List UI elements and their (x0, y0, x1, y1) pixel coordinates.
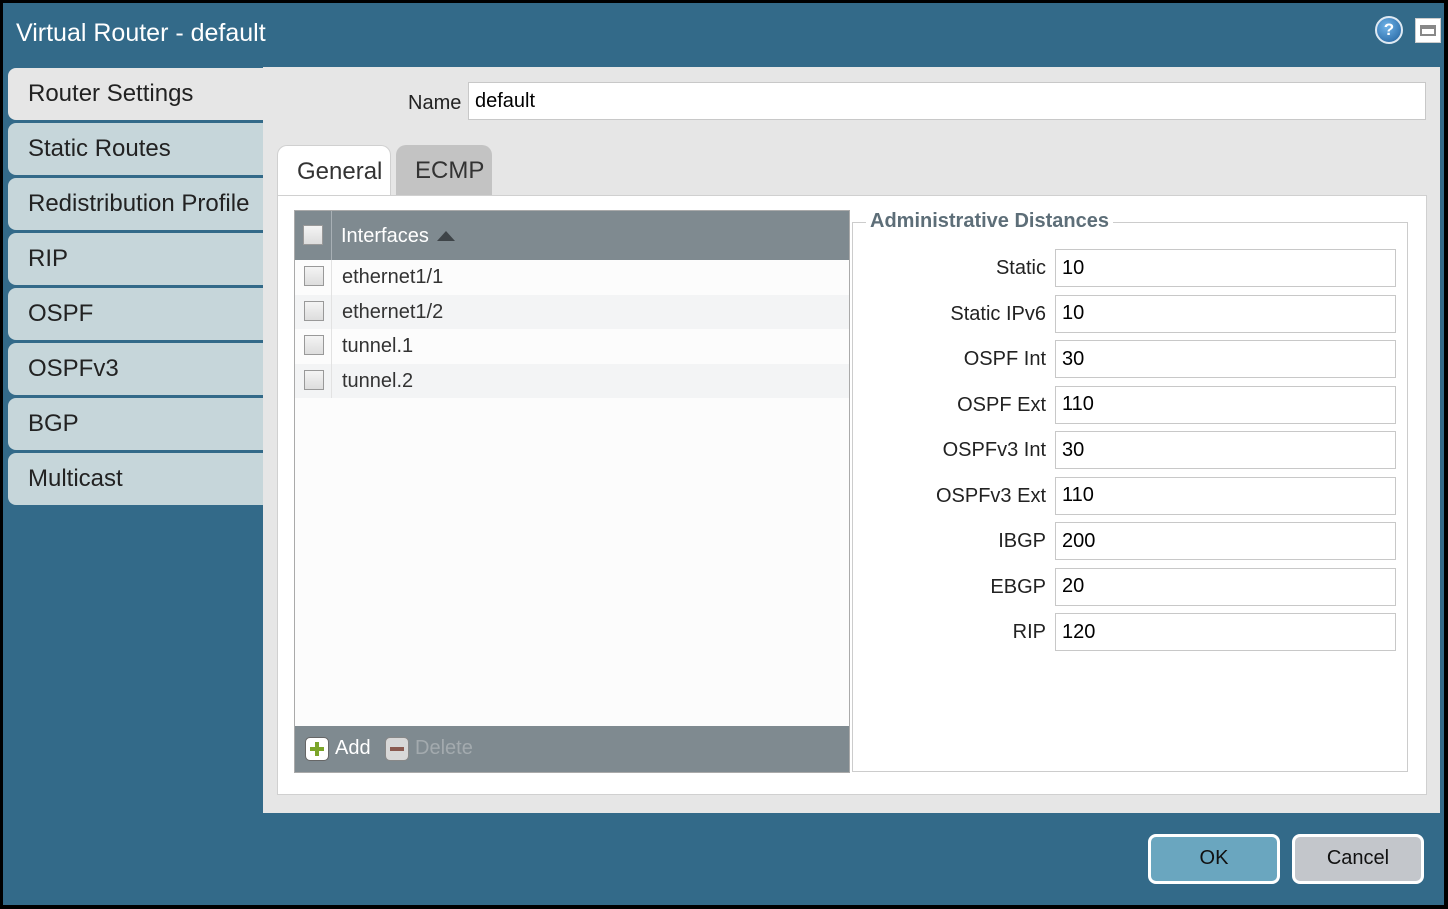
grid-toolbar: Add Delete (295, 726, 849, 772)
select-all-checkbox[interactable] (303, 225, 323, 245)
router-settings-content: Name General ECMP Interfaces ethernet1/1… (263, 67, 1440, 813)
admin-distance-label: OSPFv3 Ext (935, 484, 1046, 507)
table-row[interactable]: tunnel.2 (295, 363, 849, 398)
admin-distance-input-ebgp[interactable] (1055, 567, 1396, 606)
admin-distance-input-ospf-int[interactable] (1055, 340, 1396, 378)
general-panel: Interfaces ethernet1/1 ethernet1/2 tunnel.… (277, 195, 1427, 795)
row-checkbox[interactable] (304, 266, 324, 286)
admin-distance-label: IBGP (998, 530, 1046, 552)
interfaces-header: Interfaces (295, 211, 849, 260)
table-row[interactable]: ethernet1/2 (295, 294, 849, 329)
interface-name: ethernet1/1 (342, 266, 444, 288)
admin-distances-legend: Administrative Distances (866, 210, 1113, 233)
admin-distance-input-static-ipv6[interactable] (1055, 294, 1396, 333)
sidebar-item-multicast[interactable]: Multicast (8, 453, 263, 505)
add-button[interactable]: Add (335, 737, 371, 759)
sidebar-item-ospf[interactable]: OSPF (8, 288, 263, 340)
dialog-title: Virtual Router - default (16, 19, 266, 47)
admin-distance-label: RIP (1012, 621, 1046, 643)
interface-name: tunnel.2 (342, 369, 414, 392)
table-row[interactable]: tunnel.1 (295, 329, 849, 364)
interface-name: tunnel.1 (342, 335, 414, 357)
add-icon[interactable] (305, 737, 329, 761)
name-label: Name (408, 92, 462, 114)
admin-distance-input-ospfv3-int[interactable] (1055, 431, 1396, 469)
delete-icon (385, 737, 409, 761)
help-icon[interactable]: ? (1375, 16, 1403, 44)
admin-distance-label: OSPFv3 Int (942, 439, 1046, 461)
admin-distance-input-ospf-ext[interactable] (1055, 385, 1396, 424)
admin-distance-input-rip[interactable] (1055, 613, 1396, 651)
table-row[interactable]: ethernet1/1 (295, 260, 849, 295)
ok-button[interactable]: OK (1148, 834, 1280, 884)
sidebar-item-rip[interactable]: RIP (8, 233, 263, 285)
row-checkbox[interactable] (304, 369, 324, 390)
sidebar-item-redistribution-profile[interactable]: Redistribution Profile (8, 178, 263, 230)
cancel-button[interactable]: Cancel (1292, 834, 1424, 884)
admin-distance-label: OSPF Ext (957, 393, 1046, 416)
row-checkbox[interactable] (304, 300, 324, 321)
row-checkbox[interactable] (304, 335, 324, 355)
virtual-router-dialog: Virtual Router - default ? Router Settin… (3, 3, 1444, 905)
admin-distance-input-static[interactable] (1055, 249, 1396, 287)
sidebar-item-bgp[interactable]: BGP (8, 398, 263, 450)
sidebar-item-router-settings[interactable]: Router Settings (8, 68, 263, 120)
admin-distance-input-ospfv3-ext[interactable] (1055, 476, 1396, 515)
tab-general[interactable]: General (277, 145, 391, 196)
admin-distances-fieldset (852, 222, 1408, 772)
admin-distance-label: Static (995, 257, 1046, 279)
maximize-icon[interactable] (1415, 18, 1441, 43)
tab-ecmp[interactable]: ECMP (396, 145, 492, 195)
delete-button: Delete (415, 737, 473, 759)
admin-distance-label: OSPF Int (963, 348, 1046, 370)
admin-distance-input-ibgp[interactable] (1055, 522, 1396, 560)
name-input[interactable] (468, 82, 1426, 120)
sort-ascending-icon (437, 231, 455, 241)
interface-name: ethernet1/2 (342, 300, 444, 323)
interfaces-column-header[interactable]: Interfaces (341, 225, 429, 247)
admin-distance-label: Static IPv6 (950, 302, 1046, 325)
sidebar-item-ospfv3[interactable]: OSPFv3 (8, 343, 263, 395)
interfaces-grid: Interfaces ethernet1/1 ethernet1/2 tunnel.… (294, 210, 850, 773)
admin-distance-label: EBGP (990, 575, 1046, 598)
sidebar-item-static-routes[interactable]: Static Routes (8, 123, 263, 175)
